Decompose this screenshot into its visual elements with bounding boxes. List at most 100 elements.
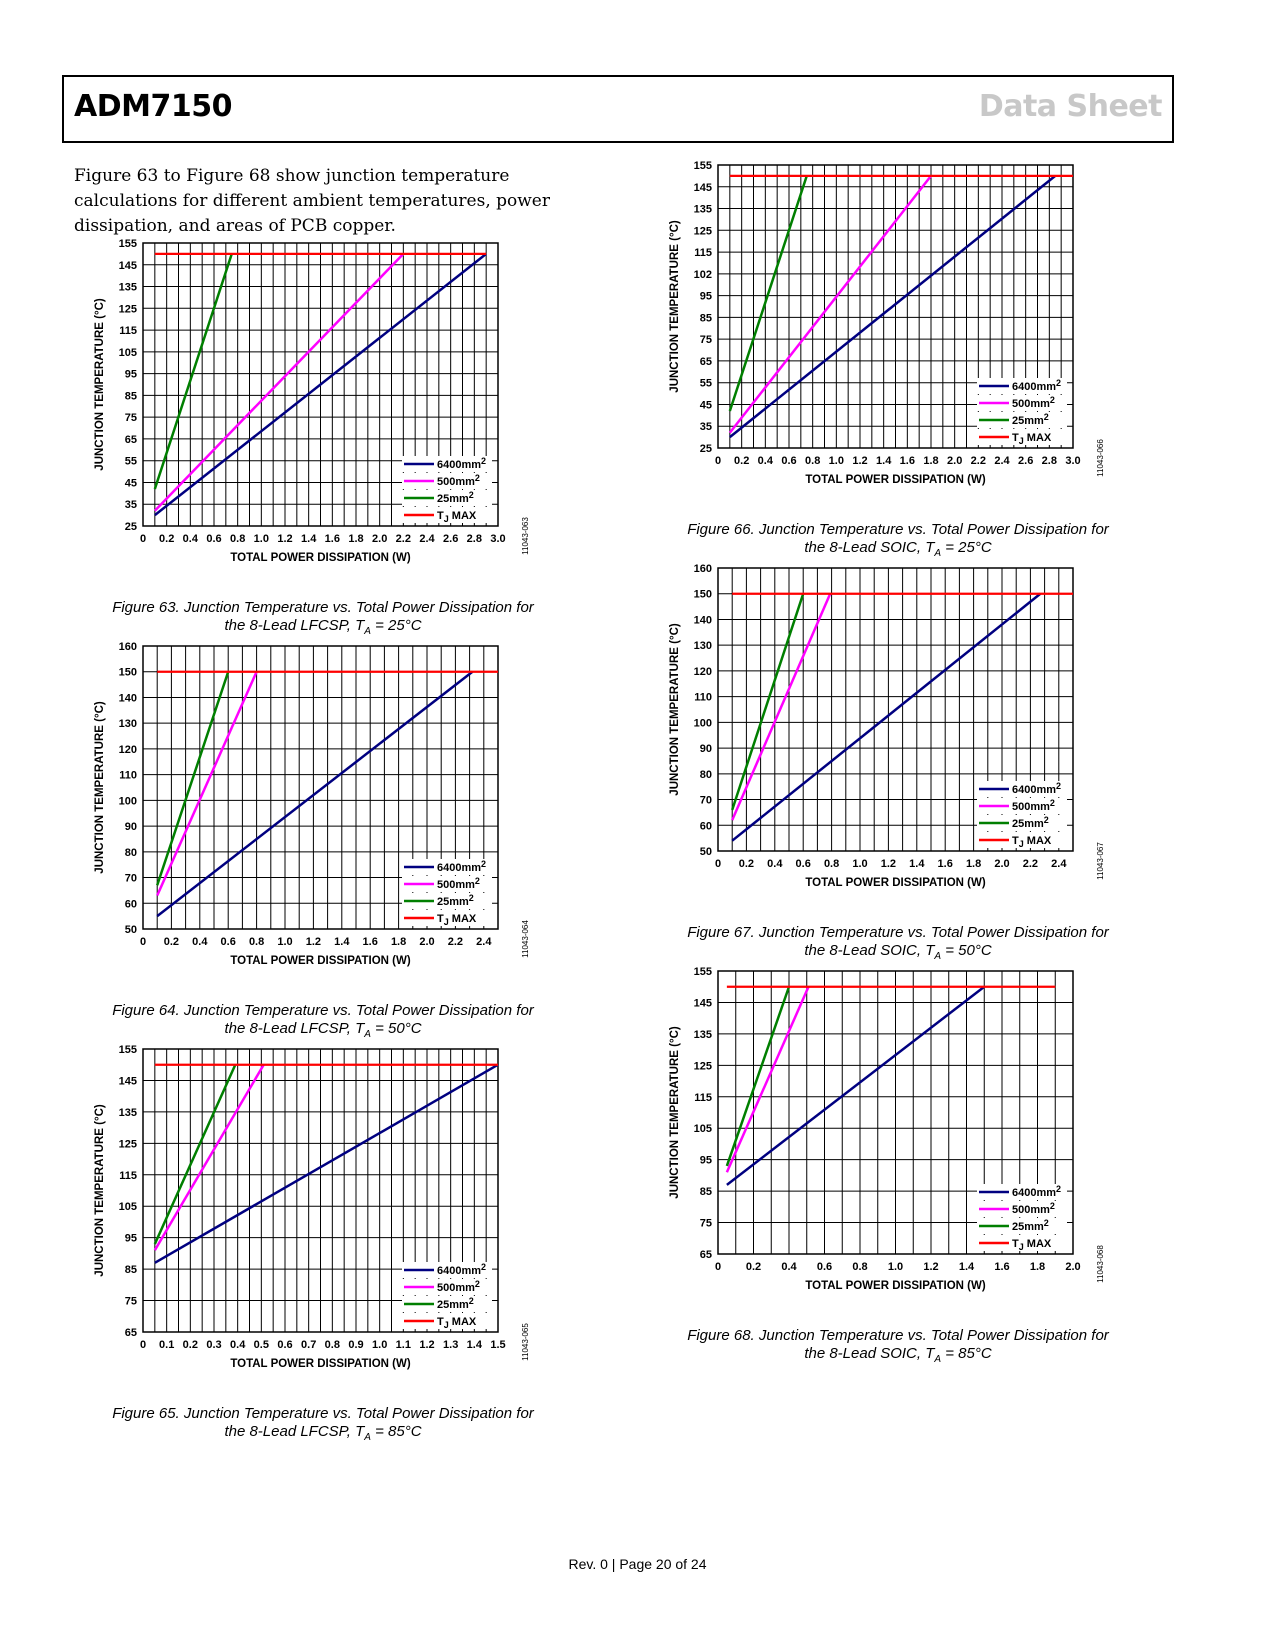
x-tick-label: 1.0: [852, 858, 867, 870]
x-tick-label: 0.6: [817, 1261, 832, 1273]
y-tick-label: 25: [700, 443, 712, 455]
y-axis-label: JUNCTION TEMPERATURE (°C): [94, 701, 106, 874]
chart-figure-65: 65 75 85 95 105 115 125 135 145 155 0 0.1 0.2 0.3 0.4 0…: [94, 1044, 530, 1370]
series-6400mm2-line: [156, 670, 474, 918]
x-tick-label: 1.2: [881, 858, 896, 870]
x-tick-label: 1.5: [490, 1339, 505, 1351]
y-tick-label: 115: [694, 1092, 712, 1104]
caption-figure-65: Figure 65. Junction Temperature vs. Tota…: [88, 1405, 558, 1447]
legend-label: TJ MAX: [437, 913, 477, 927]
legend-label: 500mm2: [1012, 798, 1055, 813]
legend-label: 25mm2: [1012, 412, 1049, 427]
x-tick-label: 2.0: [994, 858, 1009, 870]
caption-figure-66: Figure 66. Junction Temperature vs. Tota…: [663, 521, 1133, 563]
y-tick-label: 160: [694, 563, 712, 575]
x-tick-label: 1.4: [334, 936, 350, 948]
y-axis-label: JUNCTION TEMPERATURE (°C): [94, 298, 106, 471]
y-tick-label: 150: [119, 667, 137, 679]
x-tick-label: 1.6: [994, 1261, 1009, 1273]
x-tick-label: 2.2: [1023, 858, 1038, 870]
y-axis-label: JUNCTION TEMPERATURE (°C): [94, 1104, 106, 1277]
plot-frame: [142, 645, 499, 930]
x-tick-label: 0.4: [183, 533, 199, 545]
y-tick-label: 60: [700, 820, 712, 832]
figure-code: 11043-065: [521, 1323, 530, 1361]
y-axis-label: JUNCTION TEMPERATURE (°C): [669, 623, 681, 796]
y-tick-label: 155: [694, 160, 712, 172]
y-tick-label: 35: [125, 499, 137, 511]
x-tick-label: 1.1: [396, 1339, 411, 1351]
y-tick-label: 145: [694, 182, 712, 194]
legend-background: [402, 893, 492, 909]
x-tick-label: 0.8: [230, 533, 245, 545]
legend-background: [977, 781, 1067, 797]
legend-background: [402, 910, 492, 926]
product-name: ADM7150: [74, 89, 232, 124]
y-tick-label: 150: [694, 589, 712, 601]
x-tick-label: 0.3: [206, 1339, 221, 1351]
x-tick-label: 0.7: [301, 1339, 316, 1351]
y-tick-label: 55: [700, 378, 712, 390]
caption-figure-63: Figure 63. Junction Temperature vs. Tota…: [88, 599, 558, 641]
y-tick-label: 115: [694, 247, 712, 259]
y-tick-label: 125: [119, 303, 137, 315]
x-tick-label: 0: [140, 533, 146, 545]
x-tick-label: 0.2: [159, 533, 174, 545]
series-6400mm2-line: [726, 985, 986, 1186]
y-tick-label: 45: [700, 399, 712, 411]
y-tick-label: 130: [694, 640, 712, 652]
y-tick-label: 65: [125, 434, 137, 446]
y-tick-label: 140: [119, 692, 137, 704]
legend-label: 6400mm2: [1012, 781, 1061, 796]
x-tick-label: 2.2: [448, 936, 463, 948]
series-25mm2-line: [153, 253, 233, 490]
legend-background: [402, 456, 492, 472]
chart-figure-63: 25 35 45 55 65 75 85 95 105 115 125 135 145 155 0 0.2 0.…: [94, 238, 530, 564]
x-tick-label: 1.4: [876, 455, 892, 467]
y-tick-label: 35: [700, 421, 712, 433]
x-tick-label: 0.2: [164, 936, 179, 948]
y-tick-label: 105: [119, 347, 137, 359]
x-tick-label: 0.4: [192, 936, 208, 948]
x-tick-label: 2.8: [1042, 455, 1057, 467]
y-tick-label: 85: [700, 1186, 712, 1198]
x-tick-label: 2.0: [372, 533, 387, 545]
legend-background: [977, 1201, 1067, 1217]
series-6400mm2-line: [731, 592, 1042, 842]
x-tick-label: 1.4: [959, 1261, 975, 1273]
series-25mm2-line: [725, 986, 791, 1167]
plot-frame: [717, 567, 1074, 852]
x-tick-label: 2.6: [443, 533, 458, 545]
x-tick-label: 1.0: [254, 533, 269, 545]
legend-label: 6400mm2: [1012, 1184, 1061, 1199]
y-tick-label: 45: [125, 477, 137, 489]
x-tick-label: 0.4: [758, 455, 774, 467]
series-25mm2-line: [153, 1064, 237, 1245]
y-tick-label: 95: [125, 1233, 137, 1245]
caption-line-1: Figure 67. Junction Temperature vs. Tota…: [687, 924, 1109, 941]
legend-background: [977, 1184, 1067, 1200]
caption-figure-67: Figure 67. Junction Temperature vs. Tota…: [663, 924, 1133, 966]
x-tick-label: 0.8: [805, 455, 820, 467]
y-tick-label: 70: [700, 795, 712, 807]
legend-background: [977, 798, 1067, 814]
caption-line-1: Figure 65. Junction Temperature vs. Tota…: [112, 1405, 534, 1422]
y-tick-label: 50: [700, 846, 712, 858]
caption-line-2: the 8-Lead LFCSP, TA = 85°C: [224, 1423, 422, 1443]
x-tick-label: 2.2: [396, 533, 411, 545]
x-tick-label: 1.2: [277, 533, 292, 545]
y-tick-label: 55: [125, 456, 137, 468]
y-tick-label: 130: [119, 718, 137, 730]
caption-line-1: Figure 68. Junction Temperature vs. Tota…: [687, 1327, 1109, 1344]
x-tick-label: 0.2: [734, 455, 749, 467]
y-tick-label: 105: [694, 1123, 712, 1135]
y-tick-label: 160: [119, 641, 137, 653]
x-axis-label: TOTAL POWER DISSIPATION (W): [805, 1280, 986, 1292]
y-tick-label: 145: [119, 1075, 137, 1087]
series-25mm2-line: [728, 175, 808, 412]
legend-label: 25mm2: [437, 893, 474, 908]
legend-label: 6400mm2: [437, 456, 486, 471]
x-tick-label: 2.4: [994, 455, 1010, 467]
x-tick-label: 1.6: [325, 533, 340, 545]
x-tick-label: 0.8: [824, 858, 839, 870]
